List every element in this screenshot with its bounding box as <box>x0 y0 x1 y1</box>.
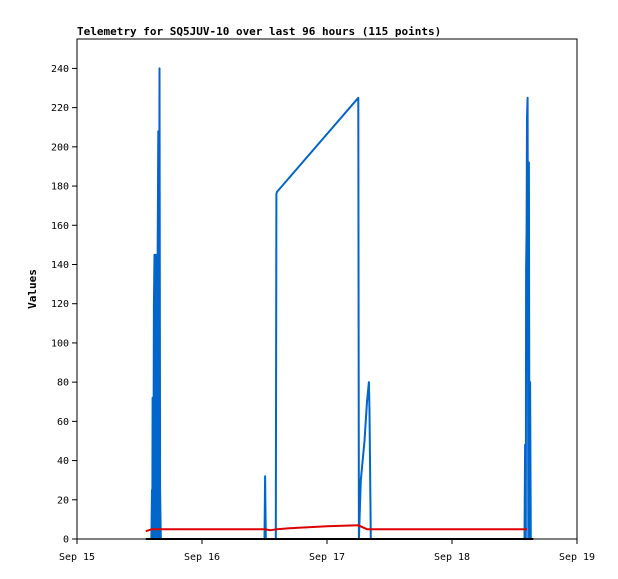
axes-layer: 0 20 40 60 80 100 120 140 160 180 200 220 240 Sep 15 S… <box>51 64 595 563</box>
series-line-2 <box>145 524 527 533</box>
y-tick-label: 80 <box>57 378 69 389</box>
y-tick-label: 140 <box>51 260 69 271</box>
x-tick-label: Sep 17 <box>309 552 345 563</box>
y-tick-label: 40 <box>57 456 69 467</box>
y-tick-label: 180 <box>51 182 69 193</box>
series-layer <box>145 67 534 540</box>
x-tick-label: Sep 15 <box>59 552 95 563</box>
y-tick-label: 0 <box>63 535 69 546</box>
y-tick-label: 240 <box>51 64 69 75</box>
y-tick-label: 120 <box>51 299 69 310</box>
y-tick-label: 100 <box>51 338 69 349</box>
x-tick-label: Sep 16 <box>184 552 220 563</box>
x-tick-label: Sep 18 <box>434 552 470 563</box>
x-tick-label: Sep 19 <box>559 552 595 563</box>
y-tick-label: 60 <box>57 417 69 428</box>
y-tick-label: 160 <box>51 221 69 232</box>
y-tick-label: 200 <box>51 142 69 153</box>
y-axis-label: Values <box>26 269 39 309</box>
y-tick-label: 220 <box>51 103 69 114</box>
series-line-1 <box>149 67 532 540</box>
y-tick-label: 20 <box>57 495 69 506</box>
chart-title: Telemetry for SQ5JUV-10 over last 96 hou… <box>77 25 441 38</box>
